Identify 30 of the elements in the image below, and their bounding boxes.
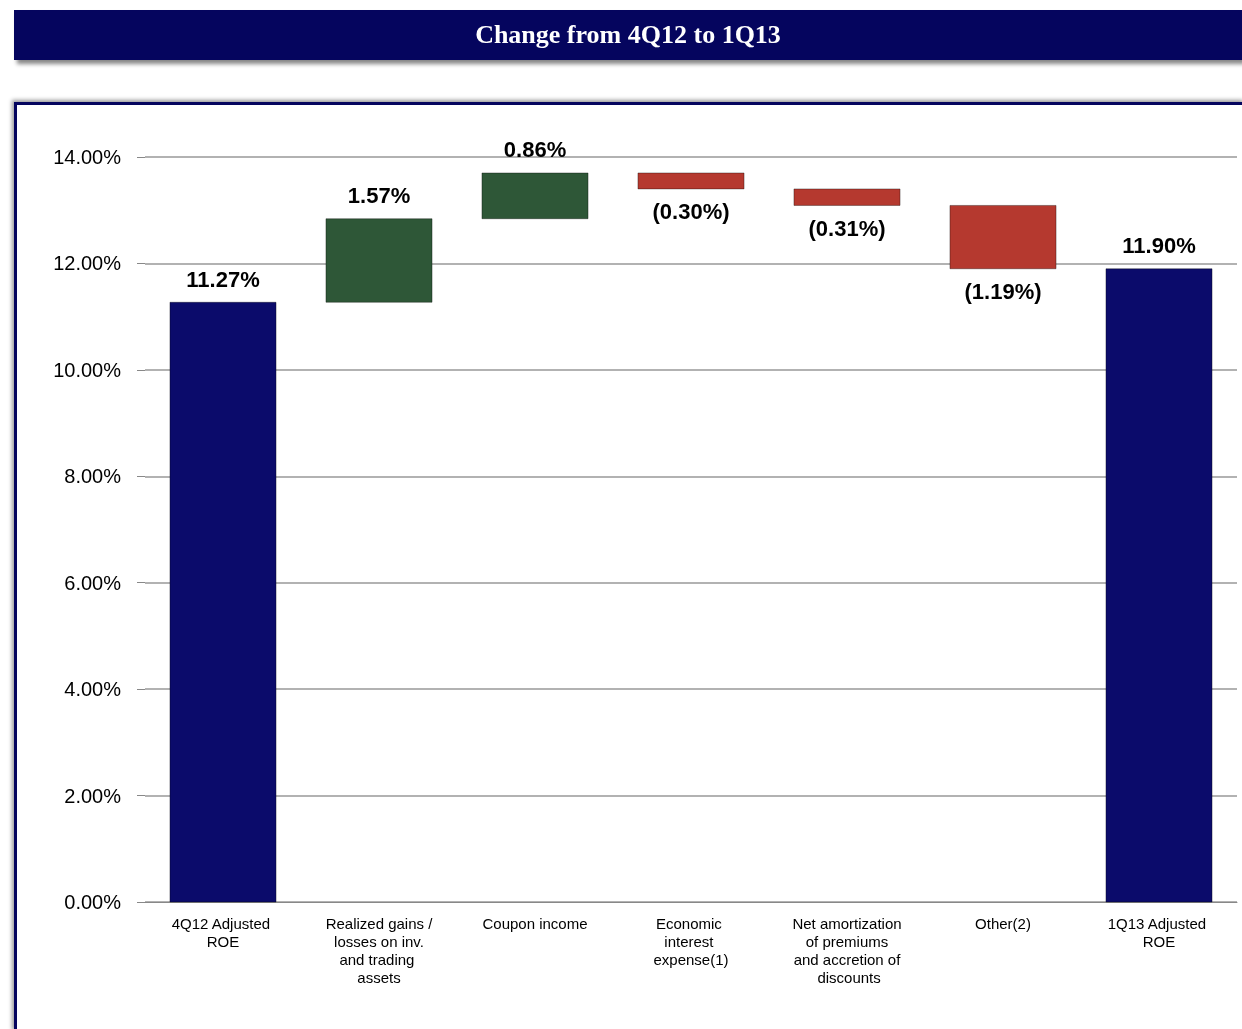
x-tick-label: Coupon income bbox=[482, 914, 588, 932]
y-tick-label: 8.00% bbox=[64, 465, 122, 488]
y-tick-label: 2.00% bbox=[64, 784, 122, 807]
data-label: (0.30%) bbox=[652, 199, 730, 225]
y-tick-label: 10.00% bbox=[53, 358, 122, 381]
y-tick-label: 4.00% bbox=[64, 678, 122, 701]
y-tick-label: 0.00% bbox=[64, 891, 122, 913]
data-label: (1.19%) bbox=[964, 279, 1042, 305]
x-tick-label: Net amortization of premiums and accretion of discounts bbox=[792, 914, 902, 986]
bar bbox=[481, 172, 589, 220]
data-label: 11.27% bbox=[186, 266, 260, 292]
x-tick-label: 1Q13 Adjusted ROE bbox=[1107, 914, 1211, 950]
chart-title: Change from 4Q12 to 1Q13 bbox=[14, 10, 1242, 60]
x-tick-label: Economic interest expense(1) bbox=[653, 914, 729, 968]
bar bbox=[949, 204, 1057, 270]
y-tick-label: 6.00% bbox=[64, 571, 122, 594]
x-tick-label: Other(2) bbox=[975, 914, 1031, 932]
y-tick-label: 12.00% bbox=[53, 252, 122, 275]
x-tick-label: 4Q12 Adjusted ROE bbox=[171, 914, 275, 950]
x-tick-label: Realized gains / losses on inv. and trading assets bbox=[325, 914, 434, 986]
bar bbox=[637, 172, 745, 190]
data-label: (0.31%) bbox=[808, 215, 886, 241]
data-label: 0.86% bbox=[503, 137, 567, 163]
bar bbox=[169, 301, 277, 903]
data-label: 11.90% bbox=[1122, 233, 1196, 259]
bar bbox=[793, 188, 901, 206]
data-label: 1.57% bbox=[347, 183, 411, 209]
bar bbox=[325, 218, 433, 303]
y-tick-label: 14.00% bbox=[53, 146, 122, 168]
bar bbox=[1105, 268, 1213, 903]
